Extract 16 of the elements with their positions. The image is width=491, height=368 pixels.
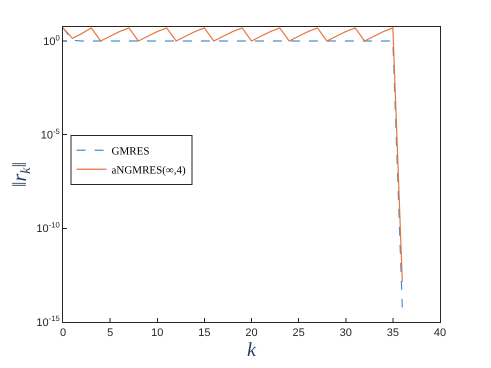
x-tick-label: 5 — [107, 327, 114, 340]
y-tick-label: 10$^{-15}$ — [36, 314, 60, 329]
x-tick-label: 15 — [198, 327, 211, 340]
x-tick-label: 20 — [245, 327, 258, 340]
y-tick-label: 10$^{-10}$ — [36, 220, 60, 236]
x-tick-label: 40 — [434, 327, 446, 340]
x-tick-label: 25 — [292, 327, 305, 340]
x-tick-label: 10 — [151, 327, 164, 340]
legend-label: aNGMRES(∞,4) — [112, 164, 186, 177]
y-tick-label: 10$^{0}$ — [43, 33, 60, 48]
legend-label: GMRES — [112, 146, 150, 158]
y-tick-label: 10$^{-5}$ — [40, 126, 60, 142]
x-tick-label: 30 — [340, 327, 352, 340]
x-tick-label: 35 — [386, 327, 400, 340]
x-tick-label: 0 — [60, 327, 66, 340]
x-axis-title: k — [247, 339, 258, 362]
